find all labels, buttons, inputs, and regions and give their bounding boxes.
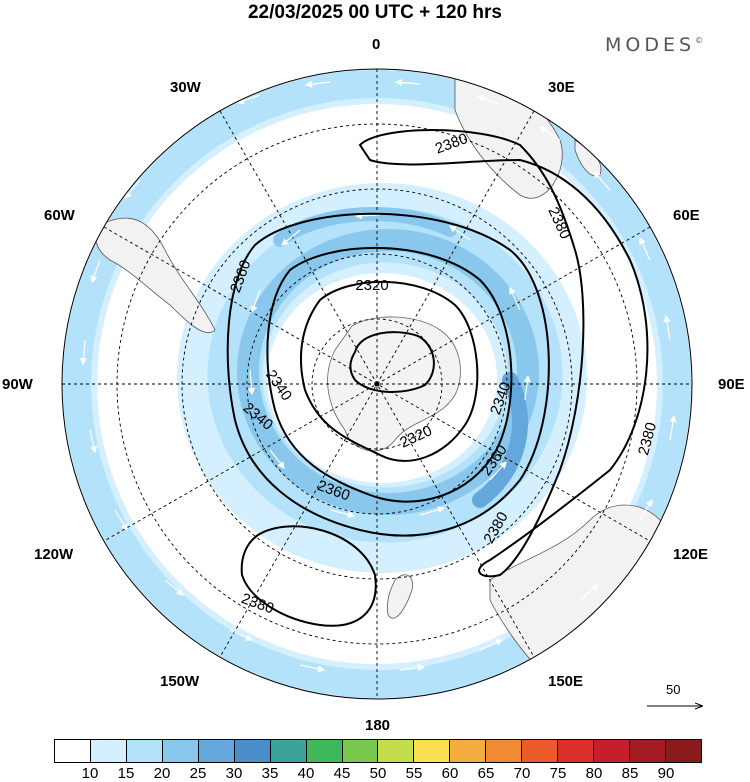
lon-label-0: 0 [372,36,381,53]
legend-color-box [270,740,307,762]
legend-tick-label: 45 [333,765,351,782]
legend-color-box [630,740,666,762]
lon-label-60w: 60W [44,207,75,224]
copyright-mark: © [695,36,704,45]
map-title: 22/03/2025 00 UTC + 120 hrs [247,2,503,23]
south-america [95,217,216,333]
lon-label-180: 180 [365,717,391,734]
contour-2360 [226,212,550,537]
legend-color-box [234,740,271,762]
legend-color-box [55,740,91,762]
map-boundary [61,68,693,700]
legend-tick-label: 80 [585,765,603,782]
legend-tick-label: 30 [225,765,243,782]
lon-label-30w: 30W [170,79,201,96]
contour-inner-low [349,331,435,393]
legend-tick-label: 70 [513,765,531,782]
lon-label-120e: 120E [673,546,709,563]
contour-2380-east [358,129,649,578]
legend-tick-label: 90 [657,765,675,782]
legend-tick-label: 50 [369,765,387,782]
legend-color-box [594,740,630,762]
legend-tick-label: 85 [621,765,639,782]
legend-tick-label: 10 [81,765,99,782]
legend-color-box [90,740,127,762]
new-zealand [387,574,413,619]
contour-label-2320-upper: 2320 [355,277,388,294]
south-pole-marker [374,381,380,387]
brand-name: MODES [605,34,696,56]
height-contours [226,129,649,627]
legend-color-box [522,740,559,762]
reference-vector-label: 50 [666,682,681,697]
contour-2380-west [240,525,377,627]
legend-color-box [198,740,235,762]
legend-tick-label: 60 [441,765,459,782]
color-legend [54,739,702,763]
lon-label-30e: 30E [548,79,575,96]
lon-label-120w: 120W [34,546,74,563]
contour-2320 [299,280,479,462]
lon-label-150e: 150E [548,673,584,690]
legend-tick-label: 35 [261,765,279,782]
modes-logo: MODES© [605,34,703,56]
legend-color-box [558,740,595,762]
legend-color-box [665,740,701,762]
legend-color-box [162,740,199,762]
legend-tick-label: 25 [189,765,207,782]
legend-color-box [378,740,415,762]
legend-color-box [486,740,523,762]
lon-label-150w: 150W [160,673,200,690]
wind-vectors [79,78,677,673]
legend-color-box [450,740,487,762]
lon-label-90w: 90W [2,376,33,393]
legend-tick-label: 55 [405,765,423,782]
lon-label-60e: 60E [673,207,700,224]
contour-2340 [266,246,513,503]
legend-tick-label: 65 [477,765,495,782]
legend-tick-label: 40 [297,765,315,782]
legend-color-box [306,740,343,762]
legend-tick-label: 20 [153,765,171,782]
legend-color-box [126,740,163,762]
legend-color-box [414,740,451,762]
legend-tick-label: 75 [549,765,567,782]
legend-tick-label: 15 [117,765,135,782]
shade-30-jet-core [472,372,528,508]
legend-color-box [342,740,379,762]
lon-label-90e: 90E [718,376,745,393]
